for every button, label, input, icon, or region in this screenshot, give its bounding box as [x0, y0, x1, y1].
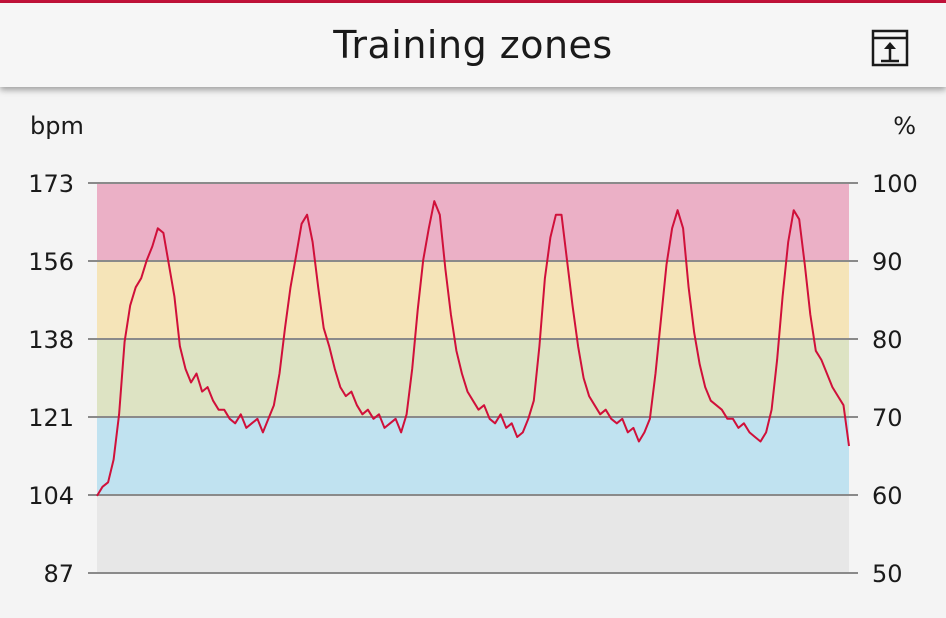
y-tick-right: 50 [872, 560, 903, 588]
y-tick-left: 87 [43, 560, 74, 588]
zones-layer [97, 183, 849, 573]
y-tick-right: 100 [872, 170, 918, 198]
y-tick-right: 80 [872, 326, 903, 354]
series-layer [96, 200, 850, 497]
zone-band-1 [97, 183, 849, 261]
y-tick-right: 70 [872, 404, 903, 432]
y-tick-left: 104 [28, 482, 74, 510]
y-tick-left: 156 [28, 248, 74, 276]
training-zones-chart: 173 100 156 90 138 80 121 70 104 60 87 50 bpm % [28, 112, 918, 588]
y-tick-left: 173 [28, 170, 74, 198]
chart-area: 173 100 156 90 138 80 121 70 104 60 87 50 bpm % [0, 90, 946, 614]
grid-layer: 173 100 156 90 138 80 121 70 104 60 87 50 [28, 170, 918, 588]
heart-rate-series-line [96, 200, 850, 497]
y-axis-right-label: % [893, 112, 916, 140]
y-axis-left-label: bpm [30, 112, 84, 140]
y-tick-left: 121 [28, 404, 74, 432]
y-tick-left: 138 [28, 326, 74, 354]
zone-band-5 [97, 495, 849, 573]
accent-top-line [0, 0, 946, 3]
zone-band-4 [97, 417, 849, 495]
labels-layer: bpm % [30, 112, 916, 140]
y-tick-right: 60 [872, 482, 903, 510]
zone-band-2 [97, 261, 849, 339]
export-button[interactable] [869, 27, 911, 69]
header-bar: Training zones [0, 3, 946, 87]
page-title: Training zones [333, 23, 613, 67]
y-tick-right: 90 [872, 248, 903, 276]
zone-band-3 [97, 339, 849, 417]
export-icon [871, 29, 909, 67]
